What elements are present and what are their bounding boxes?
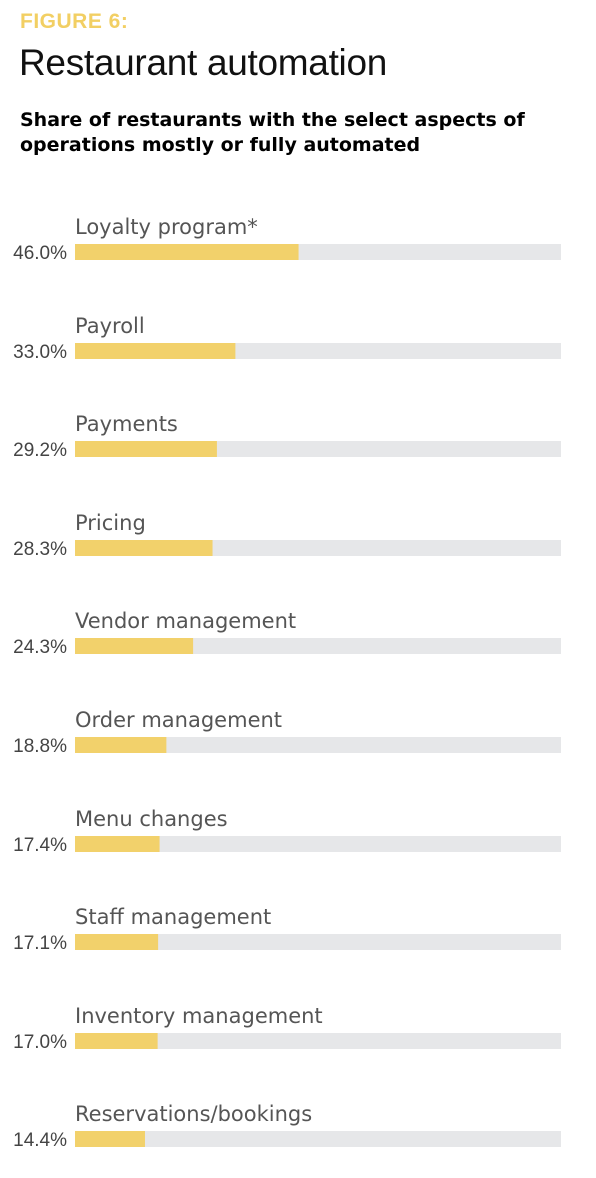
value-label: 17.0%	[13, 1032, 67, 1053]
value-label: 18.8%	[13, 736, 67, 757]
value-label: 24.3%	[13, 637, 67, 658]
bar	[75, 441, 217, 457]
category-label: Staff management	[75, 905, 271, 929]
figure-label: FIGURE 6:	[20, 10, 129, 33]
bar	[75, 836, 160, 852]
category-label: Pricing	[75, 511, 146, 535]
bar-track	[75, 836, 561, 852]
bar	[75, 244, 299, 260]
value-label: 46.0%	[13, 243, 67, 264]
bar	[75, 343, 236, 359]
bar-track	[75, 1033, 561, 1049]
value-label: 29.2%	[13, 440, 67, 461]
category-label: Inventory management	[75, 1004, 323, 1028]
category-label: Payments	[75, 412, 178, 436]
chart-title: Restaurant automation	[19, 42, 388, 83]
bar	[75, 1033, 158, 1049]
category-label: Payroll	[75, 314, 145, 338]
bar	[75, 934, 159, 950]
category-label: Order management	[75, 708, 282, 732]
chart-subtitle: Share of restaurants with the select asp…	[20, 109, 525, 156]
category-label: Vendor management	[75, 609, 296, 633]
bar	[75, 737, 167, 753]
value-label: 28.3%	[13, 539, 67, 560]
value-label: 17.4%	[13, 835, 67, 856]
bar	[75, 1131, 145, 1147]
bar-track	[75, 934, 561, 950]
bar-track	[75, 638, 561, 654]
value-label: 17.1%	[13, 933, 67, 954]
category-label: Reservations/bookings	[75, 1102, 312, 1126]
bar	[75, 540, 213, 556]
bar	[75, 638, 194, 654]
bar-track	[75, 1131, 561, 1147]
category-label: Menu changes	[75, 807, 228, 831]
category-label: Loyalty program*	[75, 215, 258, 239]
value-label: 14.4%	[13, 1130, 67, 1151]
bar-track	[75, 737, 561, 753]
value-label: 33.0%	[13, 342, 67, 363]
